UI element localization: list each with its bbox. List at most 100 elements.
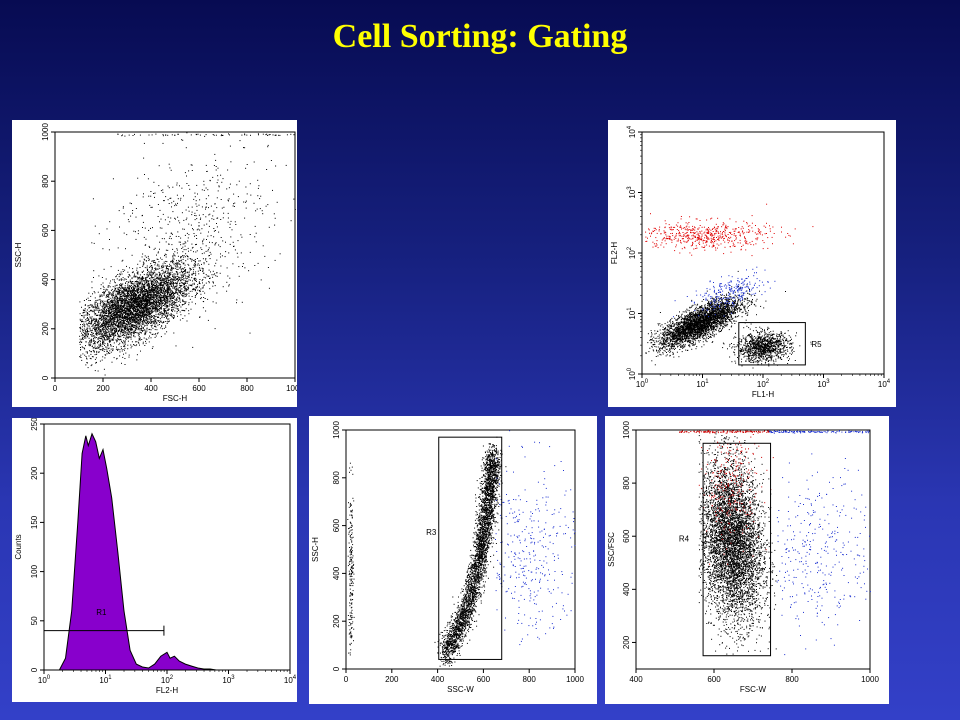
data-point xyxy=(159,279,160,281)
data-point xyxy=(173,282,174,284)
data-point xyxy=(139,305,141,307)
data-point xyxy=(174,267,176,269)
data-point xyxy=(132,293,134,295)
data-point xyxy=(106,334,108,336)
data-point xyxy=(143,323,145,325)
data-point xyxy=(81,335,83,337)
data-point xyxy=(110,319,112,321)
data-point xyxy=(161,258,163,260)
data-point xyxy=(153,292,155,294)
data-point xyxy=(128,316,130,318)
data-point xyxy=(128,310,130,312)
y-tick-label: 1000 xyxy=(41,123,50,141)
data-point xyxy=(137,277,139,279)
data-point xyxy=(113,332,115,334)
data-point xyxy=(86,298,87,300)
data-point xyxy=(82,337,84,339)
data-point xyxy=(171,302,173,304)
data-point xyxy=(127,315,129,317)
data-point xyxy=(130,304,132,306)
data-point xyxy=(168,277,169,279)
data-point xyxy=(109,325,110,327)
data-point xyxy=(180,292,182,294)
data-point xyxy=(114,302,116,304)
data-point xyxy=(120,298,122,300)
data-point xyxy=(105,304,107,306)
data-point xyxy=(137,297,139,299)
data-point xyxy=(100,335,102,337)
data-point xyxy=(89,357,91,359)
data-point xyxy=(152,307,153,309)
data-point xyxy=(126,314,128,316)
data-point xyxy=(104,307,106,309)
data-point xyxy=(103,294,105,296)
data-point xyxy=(167,319,169,321)
data-point xyxy=(134,325,136,326)
data-point xyxy=(131,293,132,295)
data-point xyxy=(149,318,151,320)
data-point xyxy=(121,279,123,281)
data-point xyxy=(139,260,141,262)
data-point xyxy=(150,274,152,276)
data-point xyxy=(125,307,127,309)
data-point xyxy=(91,323,92,325)
data-point xyxy=(164,272,166,274)
data-point xyxy=(182,274,184,276)
data-point xyxy=(140,281,142,283)
data-point xyxy=(116,303,118,305)
data-point xyxy=(163,321,165,323)
data-point xyxy=(159,318,161,320)
data-point xyxy=(133,309,134,310)
data-point xyxy=(151,276,153,278)
data-point xyxy=(138,305,140,307)
data-point xyxy=(131,301,133,303)
data-point xyxy=(165,280,167,282)
data-point xyxy=(129,288,131,290)
data-point xyxy=(166,331,168,333)
data-point xyxy=(102,318,104,320)
data-point xyxy=(141,300,143,302)
data-point xyxy=(149,311,151,313)
data-point xyxy=(118,291,120,293)
data-point xyxy=(133,333,135,335)
data-point xyxy=(113,322,115,324)
data-point xyxy=(167,290,169,292)
data-point xyxy=(163,302,164,304)
data-point xyxy=(158,271,160,273)
data-point xyxy=(150,322,152,324)
data-point xyxy=(98,275,100,277)
data-point xyxy=(153,297,154,299)
data-point xyxy=(134,287,136,289)
data-point xyxy=(193,273,195,274)
data-point xyxy=(257,262,259,264)
data-point xyxy=(120,302,122,304)
data-point xyxy=(163,305,164,306)
data-point xyxy=(170,289,172,291)
data-point xyxy=(132,299,134,301)
data-point xyxy=(184,270,185,272)
data-point xyxy=(119,298,121,300)
data-point xyxy=(90,323,91,325)
data-point xyxy=(138,329,140,331)
data-point xyxy=(100,349,102,351)
data-point xyxy=(137,290,139,292)
data-point xyxy=(100,309,102,311)
data-point xyxy=(130,315,132,317)
data-point xyxy=(152,292,154,293)
data-point xyxy=(181,256,183,258)
data-point xyxy=(117,293,119,295)
data-point xyxy=(87,327,89,329)
data-point xyxy=(139,315,141,317)
data-point xyxy=(163,317,165,318)
data-point xyxy=(83,330,85,331)
data-point xyxy=(160,308,162,309)
data-point xyxy=(117,321,118,323)
data-point xyxy=(140,308,142,310)
data-point xyxy=(109,353,111,354)
data-point xyxy=(166,277,168,279)
data-point xyxy=(101,359,103,361)
data-point xyxy=(169,292,171,294)
data-point xyxy=(138,284,140,286)
data-point xyxy=(160,327,162,329)
data-point xyxy=(175,283,177,285)
